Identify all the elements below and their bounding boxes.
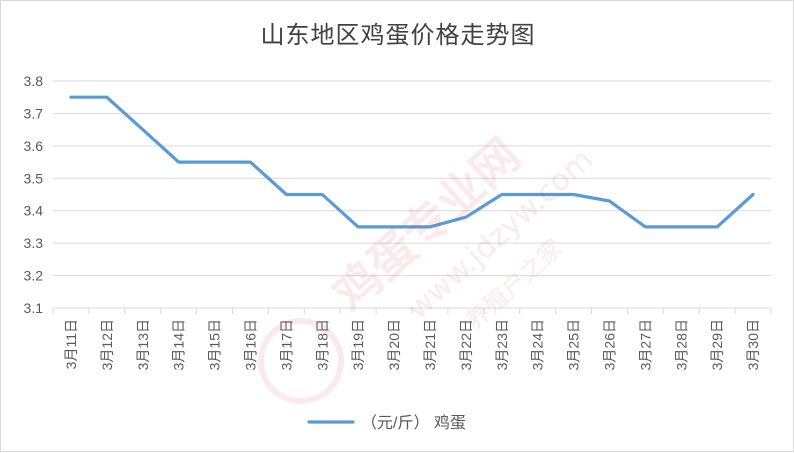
x-tick-label: 3月30日 [745, 319, 761, 370]
watermark-logo-icon [258, 318, 344, 404]
legend: （元/斤） 鸡蛋 [307, 414, 466, 432]
legend-label: （元/斤） 鸡蛋 [361, 414, 466, 432]
grid-lines [53, 80, 771, 309]
x-tick-label: 3月14日 [171, 319, 187, 370]
x-tick-label: 3月28日 [673, 319, 689, 370]
y-tick-label: 3.8 [24, 73, 44, 89]
x-tick-label: 3月11日 [63, 319, 79, 369]
x-tick-label: 3月16日 [242, 319, 258, 370]
x-axis-ticks: 3月11日 3月12日 3月13日 3月14日 3月15日 3月16日 3月17日 3月18日… [52, 308, 772, 370]
x-tick-label: 3月29日 [709, 319, 725, 370]
x-tick-label: 3月20日 [386, 319, 402, 370]
y-tick-label: 3.6 [24, 138, 44, 154]
x-tick-label: 3月15日 [207, 319, 223, 370]
chart-title: 山东地区鸡蛋价格走势图 [260, 21, 536, 49]
y-tick-label: 3.1 [24, 300, 44, 316]
x-tick-label: 3月24日 [530, 319, 546, 370]
y-tick-label: 3.3 [24, 235, 44, 251]
x-tick-label: 3月23日 [494, 319, 510, 370]
series-line [69, 95, 755, 229]
y-tick-label: 3.4 [24, 203, 44, 219]
y-tick-label: 3.2 [24, 268, 44, 284]
x-tick-label: 3月19日 [350, 319, 366, 370]
y-axis-ticks: 3.1 3.2 3.3 3.4 3.5 3.6 3.7 3.8 [24, 73, 44, 316]
y-tick-label: 3.5 [24, 170, 44, 186]
x-tick-label: 3月12日 [99, 319, 115, 370]
x-tick-label: 3月22日 [458, 319, 474, 370]
x-tick-label: 3月26日 [601, 319, 617, 370]
x-tick-label: 3月18日 [314, 319, 330, 370]
x-tick-label: 3月17日 [278, 319, 294, 370]
series-group [69, 95, 755, 229]
x-tick-label: 3月21日 [422, 319, 438, 370]
x-tick-label: 3月27日 [637, 319, 653, 370]
x-tick-label: 3月25日 [566, 319, 582, 370]
y-tick-label: 3.7 [24, 105, 44, 121]
x-tick-label: 3月13日 [135, 319, 151, 370]
